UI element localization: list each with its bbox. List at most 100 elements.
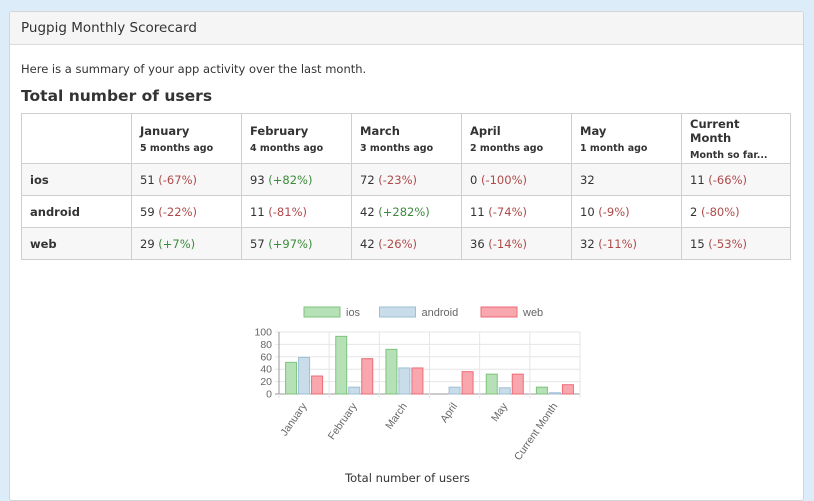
column-name: April bbox=[470, 123, 501, 138]
y-tick-label: 40 bbox=[260, 364, 272, 376]
cell-change: (-22%) bbox=[158, 204, 197, 219]
cell-change: (-53%) bbox=[708, 236, 747, 251]
cell-value: 15 bbox=[690, 236, 705, 251]
table-cell: 11 (-81%) bbox=[241, 195, 352, 228]
cell-value: 11 bbox=[250, 204, 265, 219]
cell-change: (-26%) bbox=[378, 236, 417, 251]
y-tick-label: 60 bbox=[260, 351, 272, 363]
cell-change: (-80%) bbox=[700, 204, 740, 219]
table-cell: 59 (-22%) bbox=[131, 195, 242, 228]
bar-web bbox=[361, 358, 374, 395]
column-subtitle: 5 months ago bbox=[140, 142, 214, 154]
users-table: January 5 months ago February 4 months ago… bbox=[21, 113, 791, 260]
x-tick-label: March bbox=[383, 401, 410, 432]
bar-android bbox=[398, 367, 411, 395]
cell-value: 32 bbox=[580, 236, 595, 251]
cell-value: 0 bbox=[470, 172, 478, 187]
cell-value: 72 bbox=[360, 172, 375, 187]
column-header: March 3 months ago bbox=[351, 113, 462, 164]
table-cell: 10 (-9%) bbox=[571, 195, 682, 228]
intro-text: Here is a summary of your app activity o… bbox=[21, 62, 367, 76]
cell-value: 11 bbox=[470, 204, 485, 219]
row-label: ios bbox=[21, 163, 132, 196]
column-subtitle: 4 months ago bbox=[250, 142, 324, 154]
bar-android bbox=[498, 387, 511, 395]
column-subtitle: 1 month ago bbox=[580, 142, 648, 154]
cell-value: 10 bbox=[580, 204, 595, 219]
cell-value: 93 bbox=[250, 172, 265, 187]
column-subtitle: 3 months ago bbox=[360, 142, 434, 154]
chart-caption: Total number of users bbox=[345, 471, 470, 485]
bar-ios bbox=[335, 335, 348, 395]
panel-title: Pugpig Monthly Scorecard bbox=[10, 12, 803, 45]
cell-change: (-100%) bbox=[480, 172, 527, 187]
table-cell: 42 (-26%) bbox=[351, 227, 462, 260]
legend-swatch bbox=[303, 306, 341, 318]
bar-android bbox=[298, 356, 311, 395]
column-name: March bbox=[360, 123, 400, 138]
x-tick-label: Current Month bbox=[512, 401, 560, 463]
table-cell: 51 (-67%) bbox=[131, 163, 242, 196]
row-label: android bbox=[21, 195, 132, 228]
scorecard-panel: Pugpig Monthly Scorecard Here is a summa… bbox=[9, 11, 804, 501]
x-tick-label: January bbox=[278, 400, 310, 438]
table-cell: 57 (+97%) bbox=[241, 227, 352, 260]
legend-label: android bbox=[422, 307, 459, 319]
users-chart: 0 20 40 60 80 100 January February March April May… bbox=[240, 294, 610, 464]
table-row: web 29 (+7%) 57 (+97%) 42 (-26%) 36 (-14… bbox=[21, 227, 791, 260]
legend-label: web bbox=[522, 307, 543, 319]
table-cell: 42 (+282%) bbox=[351, 195, 462, 228]
x-tick-label: February bbox=[326, 400, 360, 442]
header-corner bbox=[21, 113, 132, 164]
cell-change: (-11%) bbox=[598, 236, 637, 251]
column-header: May 1 month ago bbox=[571, 113, 682, 164]
cell-value: 36 bbox=[470, 236, 485, 251]
bar-ios bbox=[385, 348, 398, 395]
legend-label: ios bbox=[346, 307, 361, 319]
table-cell: 32 (-11%) bbox=[571, 227, 682, 260]
table-cell: 11 (-74%) bbox=[461, 195, 572, 228]
legend-swatch bbox=[379, 306, 416, 318]
section-title: Total number of users bbox=[21, 87, 213, 105]
bar-ios bbox=[535, 386, 548, 395]
column-name: Current Month bbox=[690, 116, 740, 145]
cell-change: (-23%) bbox=[378, 172, 417, 187]
cell-value: 59 bbox=[140, 204, 155, 219]
table-cell: 36 (-14%) bbox=[461, 227, 572, 260]
cell-change: (+82%) bbox=[268, 172, 313, 187]
cell-change: (+7%) bbox=[158, 236, 196, 251]
table-row: ios 51 (-67%) 93 (+82%) 72 (-23%) 0 (-10… bbox=[21, 163, 791, 196]
cell-change: (-66%) bbox=[708, 172, 747, 187]
row-label: web bbox=[21, 227, 132, 260]
cell-change: (+282%) bbox=[378, 204, 430, 219]
cell-change: (+97%) bbox=[268, 236, 313, 251]
table-cell: 0 (-100%) bbox=[461, 163, 572, 196]
cell-change: (-9%) bbox=[598, 204, 630, 219]
y-tick-label: 80 bbox=[260, 339, 272, 351]
bar-ios bbox=[485, 373, 498, 395]
table-row: android 59 (-22%) 11 (-81%) 42 (+282%) 1… bbox=[21, 195, 791, 228]
column-subtitle: 2 months ago bbox=[470, 142, 544, 154]
cell-value: 42 bbox=[360, 204, 375, 219]
cell-value: 32 bbox=[580, 172, 595, 187]
bar-web bbox=[461, 371, 474, 395]
column-name: February bbox=[250, 123, 309, 138]
bar-ios bbox=[285, 361, 298, 395]
legend-swatch bbox=[480, 306, 518, 318]
y-tick-label: 20 bbox=[260, 376, 272, 388]
bar-web bbox=[511, 373, 524, 395]
cell-value: 51 bbox=[140, 172, 155, 187]
y-tick-label: 100 bbox=[254, 327, 272, 339]
table-cell: 29 (+7%) bbox=[131, 227, 242, 260]
table-cell: 72 (-23%) bbox=[351, 163, 462, 196]
table-cell: 93 (+82%) bbox=[241, 163, 352, 196]
table-cell: 11 (-66%) bbox=[681, 163, 791, 196]
cell-value: 57 bbox=[250, 236, 265, 251]
bar-android bbox=[348, 386, 361, 395]
column-name: May bbox=[580, 123, 607, 138]
column-header: April 2 months ago bbox=[461, 113, 572, 164]
x-tick-label: May bbox=[489, 400, 511, 424]
bar-web bbox=[311, 375, 324, 395]
cell-value: 29 bbox=[140, 236, 155, 251]
cell-value: 2 bbox=[690, 204, 698, 219]
